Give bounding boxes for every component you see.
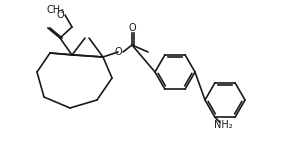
Text: CH₃: CH₃ — [47, 5, 65, 15]
Text: O: O — [114, 47, 122, 57]
Text: NH₂: NH₂ — [214, 120, 232, 130]
Text: O: O — [56, 10, 64, 20]
Text: O: O — [128, 23, 136, 33]
